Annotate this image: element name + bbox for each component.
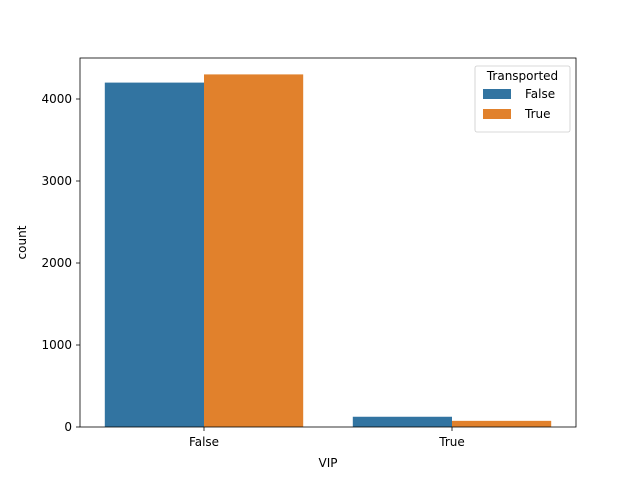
bars-layer [104, 74, 552, 428]
legend-swatch [483, 109, 511, 119]
legend: Transported False True [474, 65, 571, 133]
legend-label: True [524, 107, 551, 121]
y-tick-label: 0 [64, 420, 72, 434]
legend-title: Transported [486, 69, 558, 83]
legend-entries: False True [483, 87, 555, 121]
x-tick-label: False [189, 435, 219, 449]
legend-swatch [483, 89, 511, 99]
legend-label: False [525, 87, 555, 101]
ticks-layer: False True 0 1000 2000 3000 4000 [41, 92, 464, 449]
x-tick-label: True [438, 435, 465, 449]
y-axis-label: count [15, 225, 29, 259]
bar-true-true [452, 420, 552, 427]
plot-frame [79, 57, 577, 428]
x-axis-label: VIP [319, 456, 338, 470]
y-tick-label: 2000 [41, 256, 72, 270]
bar-true-false [352, 416, 452, 427]
bar-false-true [204, 74, 304, 428]
y-tick-label: 1000 [41, 338, 72, 352]
y-tick-label: 3000 [41, 174, 72, 188]
bar-false-false [104, 82, 204, 427]
y-tick-label: 4000 [41, 92, 72, 106]
